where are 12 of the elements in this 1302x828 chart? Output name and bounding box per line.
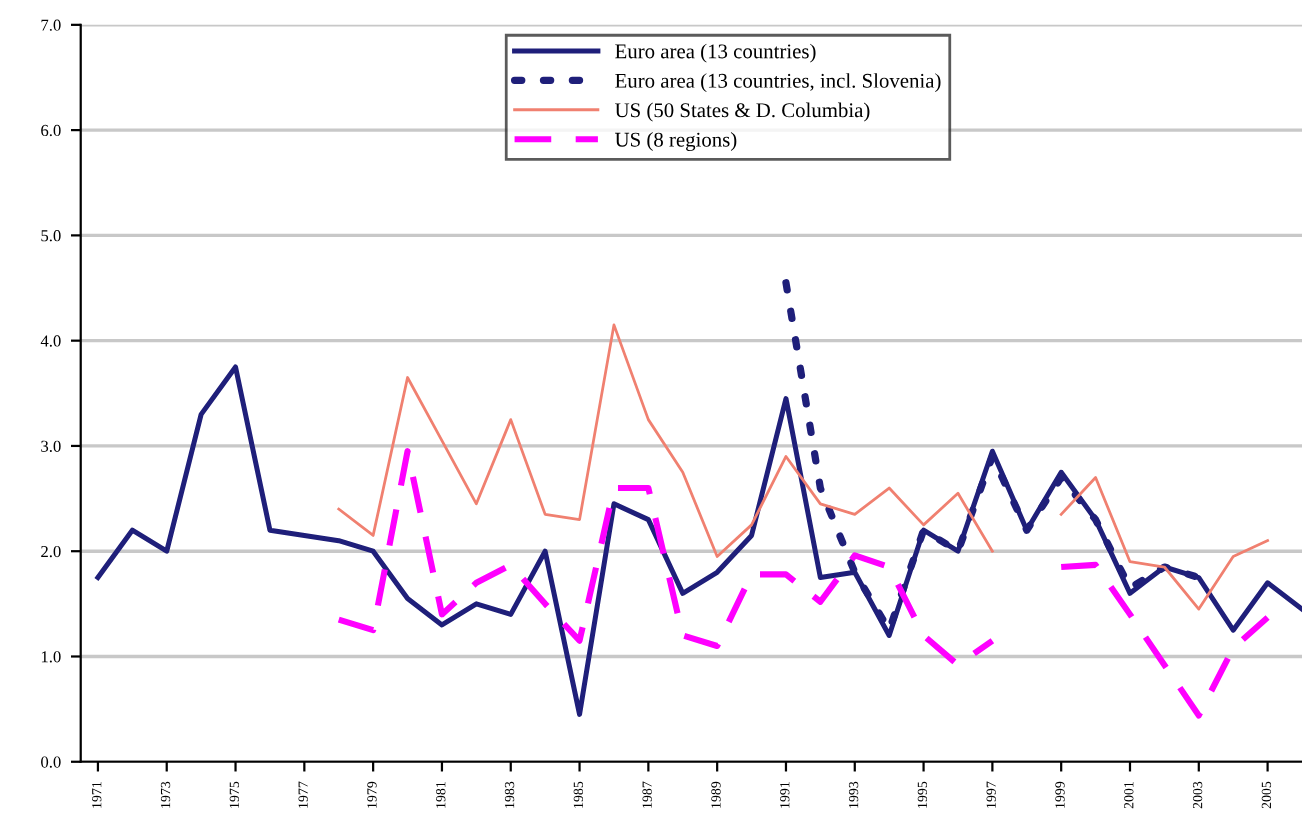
legend-label: Euro area (13 countries, incl. Slovenia) xyxy=(615,73,941,93)
y-tick-label: 0.0 xyxy=(41,756,61,768)
y-tick-label: 5.0 xyxy=(41,230,61,242)
legend-label: US (8 regions) xyxy=(615,132,737,151)
y-tick-label: 1.0 xyxy=(41,651,61,663)
y-tick-label: 7.0 xyxy=(41,19,61,31)
y-tick-label: 6.0 xyxy=(41,124,61,137)
legend-label: Euro area (13 countries) xyxy=(615,43,816,63)
y-tick-label: 4.0 xyxy=(40,335,61,347)
legend-label: US (50 States & D. Columbia) xyxy=(615,102,870,122)
y-tick-label: 2.0 xyxy=(41,545,61,558)
y-tick-label: 3.0 xyxy=(41,440,61,452)
